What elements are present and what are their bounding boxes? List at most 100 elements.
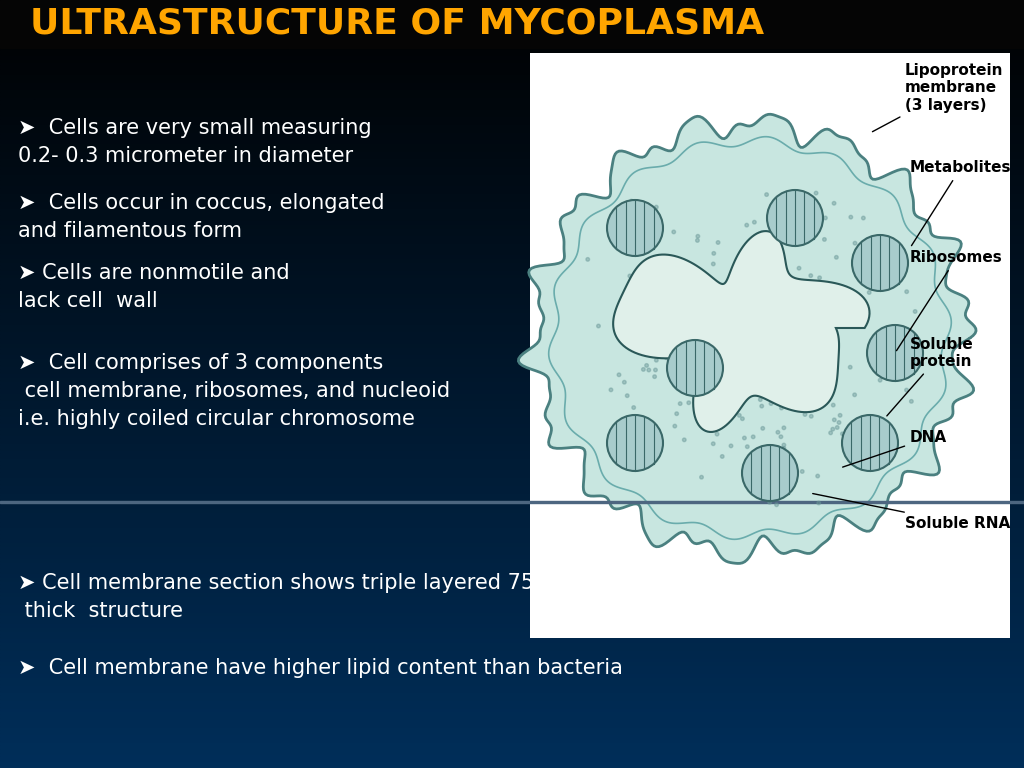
Circle shape [772,333,775,336]
Circle shape [647,368,650,372]
Circle shape [754,387,758,391]
Bar [0,576,1024,580]
Bar [0,549,1024,553]
Bar [0,445,1024,449]
Bar [0,165,1024,169]
Circle shape [797,221,800,225]
Circle shape [892,364,896,367]
Circle shape [743,356,748,360]
Circle shape [756,353,759,356]
Circle shape [698,293,701,296]
Circle shape [628,318,631,322]
Circle shape [757,355,760,359]
Bar [0,699,1024,703]
Circle shape [755,341,758,345]
Bar [0,472,1024,476]
Bar [0,695,1024,699]
Circle shape [779,406,783,410]
Circle shape [738,339,741,343]
Bar [0,645,1024,649]
Circle shape [714,312,718,316]
Circle shape [801,332,805,336]
Circle shape [690,386,693,390]
Circle shape [706,296,710,300]
Circle shape [798,266,801,270]
Bar [0,376,1024,380]
Text: ULTRASTRUCTURE OF MYCOPLASMA: ULTRASTRUCTURE OF MYCOPLASMA [30,7,764,41]
Circle shape [814,191,818,195]
Circle shape [749,310,752,314]
Circle shape [774,349,777,353]
Bar [0,61,1024,65]
Circle shape [716,240,720,244]
Text: ➤  Cells are very small measuring
0.2- 0.3 micrometer in diameter: ➤ Cells are very small measuring 0.2- 0.… [18,118,372,166]
Circle shape [728,287,732,291]
Circle shape [749,269,752,272]
Circle shape [778,316,781,319]
Circle shape [729,309,733,313]
Circle shape [738,346,741,350]
Circle shape [768,340,771,344]
Circle shape [782,443,785,447]
Bar [0,499,1024,503]
Circle shape [797,383,800,387]
Circle shape [750,329,753,332]
Circle shape [762,289,765,293]
Bar [0,84,1024,88]
Bar [0,342,1024,346]
Circle shape [710,319,713,323]
Bar [0,722,1024,726]
Circle shape [746,335,751,339]
Circle shape [783,339,787,343]
Bar [0,691,1024,695]
Bar [0,157,1024,161]
Bar [0,457,1024,461]
Circle shape [839,413,842,417]
Circle shape [761,344,764,348]
Circle shape [743,322,746,326]
Circle shape [632,406,636,409]
Bar [0,8,1024,12]
Bar [0,311,1024,315]
Circle shape [749,331,752,335]
Bar [0,511,1024,515]
Bar [0,184,1024,188]
Bar [0,760,1024,764]
Circle shape [840,314,843,318]
Circle shape [745,313,749,316]
Bar [0,438,1024,442]
Circle shape [737,323,741,326]
Circle shape [742,445,798,501]
Circle shape [617,373,621,376]
Circle shape [748,284,752,288]
Circle shape [639,229,643,233]
Bar [0,131,1024,134]
Circle shape [752,329,756,333]
Bar [0,223,1024,227]
Bar [0,710,1024,714]
Bar [0,676,1024,680]
Circle shape [807,372,811,376]
Bar [0,330,1024,334]
Circle shape [700,369,705,372]
Bar [0,518,1024,522]
Bar [0,422,1024,426]
Bar [0,372,1024,376]
Circle shape [724,306,727,309]
Bar [0,154,1024,157]
Circle shape [597,324,600,328]
Bar [0,188,1024,192]
Circle shape [736,274,740,278]
Bar [0,196,1024,200]
Bar [0,146,1024,150]
Circle shape [623,380,626,384]
Circle shape [737,372,741,376]
Bar [0,173,1024,177]
Circle shape [838,421,841,424]
Circle shape [729,353,732,357]
Circle shape [807,329,811,333]
Circle shape [863,267,867,271]
Circle shape [774,304,778,307]
Circle shape [905,290,908,293]
Circle shape [672,336,676,339]
